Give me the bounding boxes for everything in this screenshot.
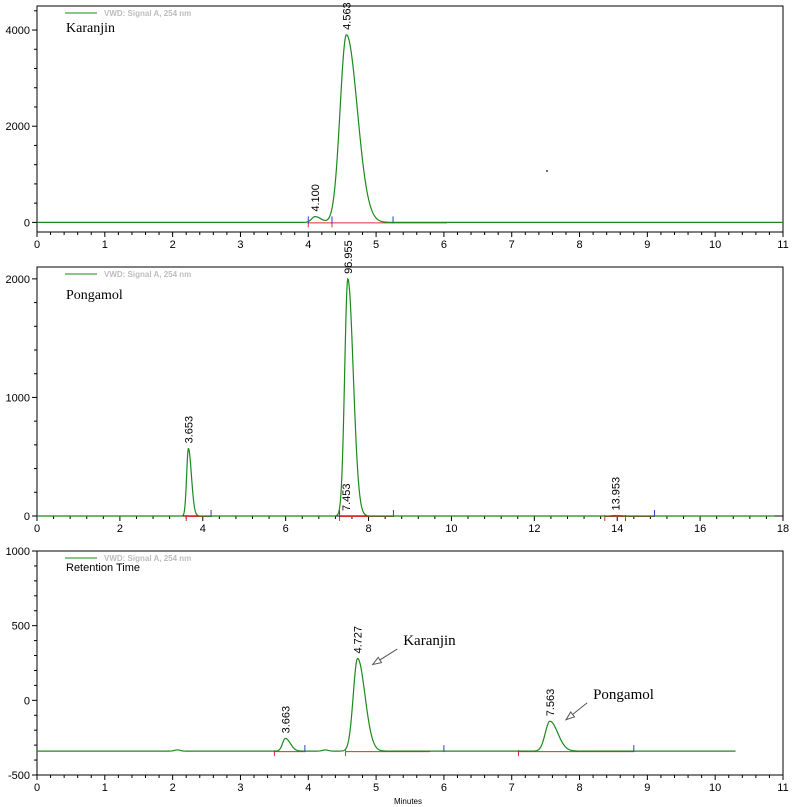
x-tick-label: 1 [102, 239, 108, 251]
peak-label: 96.955 [343, 240, 355, 274]
x-tick-label: 14 [611, 523, 623, 535]
peak-label: 7.453 [341, 483, 353, 511]
peak-label: 3.653 [183, 416, 195, 444]
x-tick-label: 1 [102, 782, 108, 794]
x-tick-label: 7 [509, 239, 515, 251]
annotation-arrowhead [564, 711, 576, 721]
x-tick-label: 3 [237, 782, 243, 794]
x-tick-label: 4 [200, 523, 206, 535]
y-tick-label: 2000 [6, 274, 30, 286]
x-tick-label: 9 [644, 239, 650, 251]
x-tick-label: 2 [170, 239, 176, 251]
peak-label: 4.727 [353, 626, 365, 654]
x-tick-label: 6 [441, 239, 447, 251]
panel-title: Karanjin [66, 21, 115, 36]
peak-label: 3.663 [280, 706, 292, 734]
peak-label: 7.563 [545, 689, 557, 717]
x-tick-label: 11 [777, 239, 788, 251]
plot-frame [36, 5, 784, 233]
x-tick-label: 9 [644, 782, 650, 794]
chart-panel-1: 0 1 2 3 4 5 6 7 8 9 10 11 0 2000 4000 VWD: Signal A, 25… [6, 2, 789, 251]
x-tick-label: 8 [576, 239, 582, 251]
panel-title: Retention Time [66, 562, 140, 574]
x-tick-label: 5 [373, 239, 379, 251]
x-tick-label: 18 [777, 523, 789, 535]
panel-title: Pongamol [66, 288, 123, 303]
x-tick-label: 6 [441, 782, 447, 794]
peak-label: 4.563 [341, 2, 353, 30]
x-tick-label: 11 [777, 782, 788, 794]
x-tick-label: 0 [34, 239, 40, 251]
annotation-label: Pongamol [593, 687, 654, 703]
peak-label: 13.953 [610, 477, 622, 511]
x-tick-label: 4 [305, 782, 311, 794]
stray-dot [546, 170, 548, 172]
x-tick-label: 0 [34, 523, 40, 535]
plot-frame [36, 550, 784, 776]
x-tick-label: 10 [445, 523, 457, 535]
y-tick-label: 4000 [6, 25, 30, 37]
annotation-label: Karanjin [403, 633, 456, 649]
y-tick-label: -500 [8, 770, 30, 782]
y-tick-label: 0 [24, 695, 30, 707]
y-tick-label: 2000 [6, 121, 30, 133]
x-tick-label: 10 [709, 782, 721, 794]
x-tick-label: 4 [305, 239, 311, 251]
x-tick-label: 2 [170, 782, 176, 794]
x-tick-label: 16 [694, 523, 706, 535]
peak-label: 4.100 [310, 184, 322, 212]
x-tick-label: 6 [283, 523, 289, 535]
x-tick-label: 12 [528, 523, 540, 535]
signal-trace [37, 277, 775, 517]
x-tick-label: 8 [365, 523, 371, 535]
legend-label: VWD: Signal A, 254 nm [104, 9, 191, 18]
x-tick-label: 0 [34, 782, 40, 794]
x-tick-label: 3 [237, 239, 243, 251]
y-tick-label: 0 [24, 217, 30, 229]
signal-trace [37, 657, 736, 752]
legend-label: VWD: Signal A, 254 nm [104, 270, 191, 279]
y-tick-label: 1000 [6, 392, 30, 404]
plot-frame [36, 266, 784, 517]
y-tick-label: 1000 [6, 546, 30, 558]
x-tick-label: 10 [709, 239, 721, 251]
legend-label: VWD: Signal A, 254 nm [104, 554, 191, 563]
signal-trace [37, 34, 783, 223]
x-tick-label: 8 [576, 782, 582, 794]
y-tick-label: 500 [12, 621, 30, 633]
x-tick-label: 2 [117, 523, 123, 535]
annotation-arrowhead [371, 656, 383, 666]
chart-panel-3: 0 1 2 3 4 5 6 7 8 9 10 11 -500 0 500 1000 VWD: Signal A,… [6, 546, 789, 806]
x-axis-label: Minutes [394, 797, 422, 806]
x-tick-label: 7 [509, 782, 515, 794]
y-tick-label: 0 [24, 511, 30, 523]
x-tick-label: 5 [373, 782, 379, 794]
